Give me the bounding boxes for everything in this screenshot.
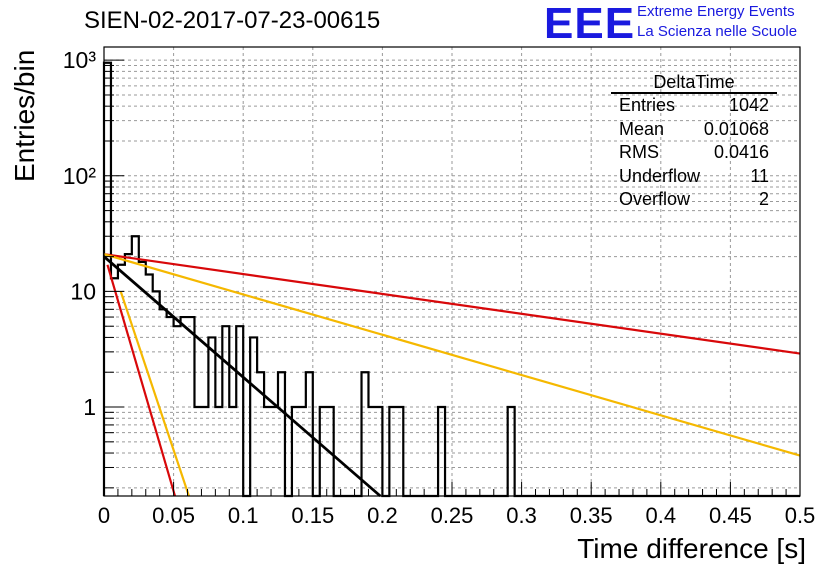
x-tick-label: 0.2 bbox=[367, 503, 398, 528]
histogram-bin bbox=[201, 407, 208, 496]
histogram-bin bbox=[271, 407, 278, 496]
stats-value: 1042 bbox=[728, 95, 769, 115]
stats-value: 0.01068 bbox=[703, 118, 769, 139]
page-title: SIEN-02-2017-07-23-00615 bbox=[84, 7, 381, 34]
stats-label: Overflow bbox=[619, 189, 691, 209]
stats-name: DeltaTime bbox=[611, 72, 777, 94]
y-tick-label: 10 bbox=[70, 278, 96, 304]
stats-row-rms: RMS 0.0416 bbox=[611, 141, 777, 165]
y-tick-label: 10² bbox=[63, 163, 97, 189]
fit-lines bbox=[103, 253, 801, 498]
x-tick-label: 0.3 bbox=[506, 503, 537, 528]
x-tick-label: 0.05 bbox=[152, 503, 195, 528]
fit-line-0 bbox=[103, 253, 801, 355]
logo-line-2: La Scienza nelle Scuole bbox=[637, 23, 798, 40]
stats-label: Mean bbox=[619, 118, 665, 139]
histogram-bin bbox=[299, 407, 306, 496]
stats-row-mean: Mean 0.01068 bbox=[611, 118, 777, 142]
stats-label: RMS bbox=[619, 142, 659, 162]
histogram-bin bbox=[264, 407, 271, 496]
x-tick-label: 0.1 bbox=[228, 503, 259, 528]
stats-label: Entries bbox=[619, 95, 676, 115]
stats-label: Underflow bbox=[619, 165, 701, 186]
stats-box: DeltaTime Entries 1042 Mean 0.01068 RMS … bbox=[611, 72, 777, 212]
stats-row-entries: Entries 1042 bbox=[611, 94, 777, 118]
histogram-bin bbox=[194, 407, 201, 496]
x-tick-label: 0.5 bbox=[785, 503, 816, 528]
histogram-bin bbox=[368, 407, 375, 496]
x-tick-label: 0.25 bbox=[431, 503, 474, 528]
fit-line-2 bbox=[103, 255, 382, 498]
histogram-bin bbox=[215, 407, 222, 496]
stats-value: 0.0416 bbox=[713, 142, 769, 162]
stats-row-overflow: Overflow 2 bbox=[611, 188, 777, 212]
x-tick-label: 0.15 bbox=[291, 503, 334, 528]
logo-line-1: Extreme Energy Events bbox=[637, 3, 795, 20]
grid bbox=[104, 47, 800, 496]
axis-ticks bbox=[103, 59, 801, 496]
x-tick-label: 0.4 bbox=[646, 503, 677, 528]
stats-value: 2 bbox=[758, 189, 769, 209]
stats-value: 11 bbox=[750, 165, 769, 186]
stats-row-underflow: Underflow 11 bbox=[611, 165, 777, 189]
x-axis-label: Time difference [s] bbox=[577, 533, 806, 564]
x-tick-label: 0.45 bbox=[709, 503, 752, 528]
histogram-bin bbox=[111, 278, 118, 496]
eee-logo: EEE bbox=[544, 0, 636, 48]
fit-line-1 bbox=[103, 253, 801, 457]
histogram-bin bbox=[125, 254, 132, 496]
tick-labels: 0 0.05 0.1 0.15 0.2 0.25 0.3 0.35 0.4 0.45 0.5 1 10 1… bbox=[63, 47, 816, 528]
y-tick-label: 10³ bbox=[63, 47, 97, 73]
fit-line-3 bbox=[106, 264, 177, 497]
histogram-bin bbox=[229, 407, 236, 496]
y-tick-label: 1 bbox=[83, 394, 96, 420]
fit-line-4 bbox=[119, 291, 190, 497]
x-tick-label: 0.35 bbox=[570, 503, 613, 528]
y-axis-label: Entries/bin bbox=[9, 49, 40, 182]
x-tick-label: 0 bbox=[98, 503, 110, 528]
